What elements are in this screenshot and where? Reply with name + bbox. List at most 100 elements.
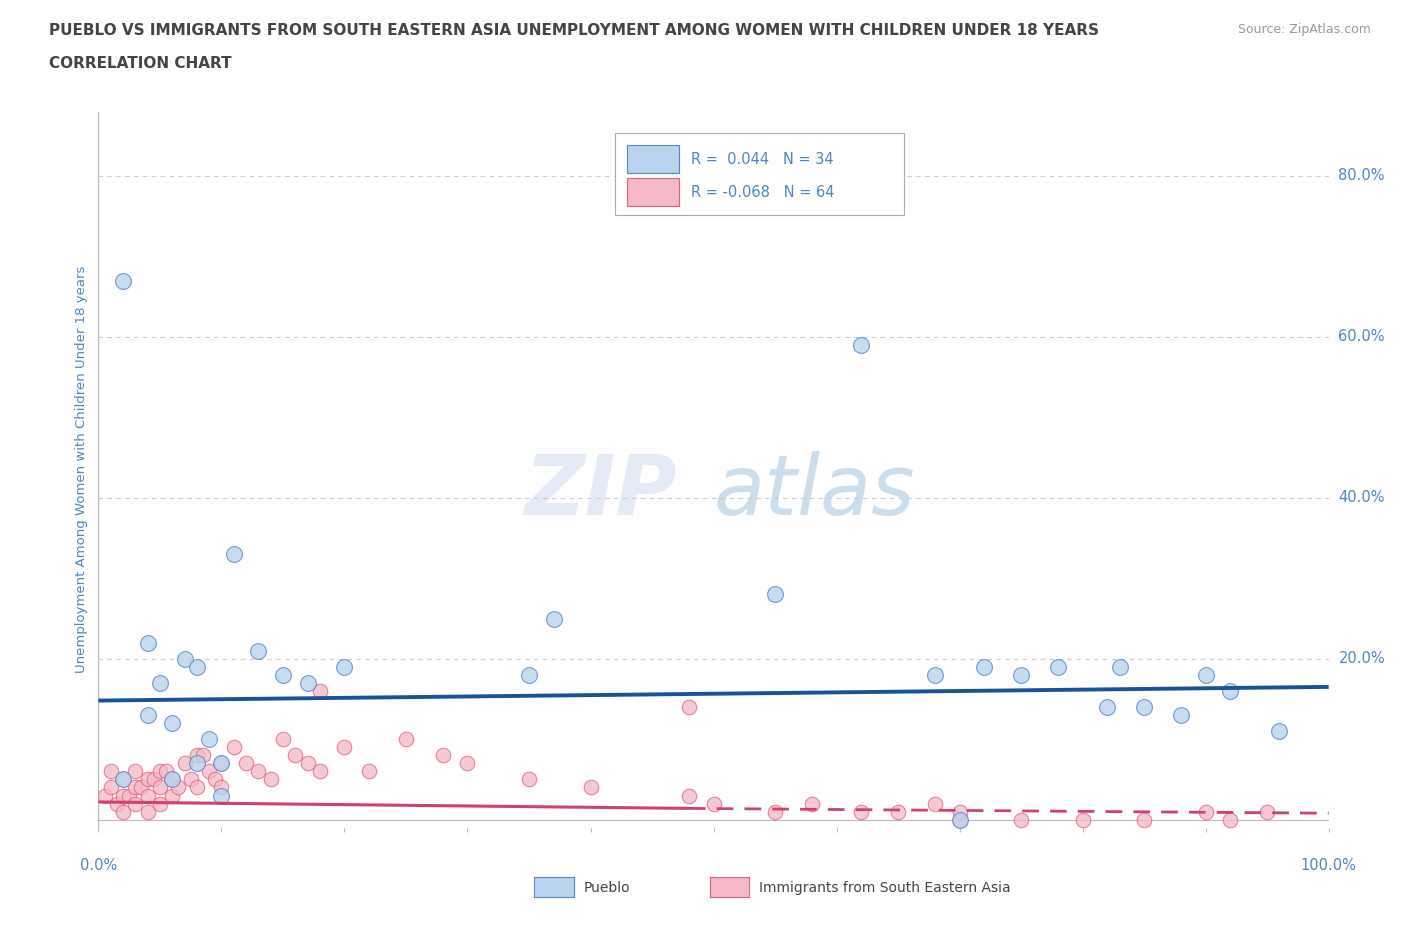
Point [271,732,294,747]
Point [1219,684,1241,698]
Point [136,788,159,803]
Point [1010,812,1032,827]
Point [112,804,135,819]
Point [167,780,190,795]
Point [198,732,221,747]
Point [949,812,972,827]
Point [1108,659,1130,674]
FancyBboxPatch shape [616,133,904,216]
Text: Immigrants from South Eastern Asia: Immigrants from South Eastern Asia [759,881,1011,896]
Point [1195,804,1218,819]
Point [763,587,786,602]
Point [973,659,995,674]
Point [112,772,135,787]
Point [211,788,233,803]
Point [247,764,270,778]
Point [543,611,565,626]
Point [456,756,478,771]
Point [105,796,128,811]
Text: ZIP: ZIP [524,451,676,532]
Point [100,764,122,778]
Point [395,732,418,747]
FancyBboxPatch shape [627,179,679,206]
Point [849,338,872,352]
Point [432,748,454,763]
Point [118,788,141,803]
Point [359,764,381,778]
Point [579,780,602,795]
Point [162,772,183,787]
Point [297,675,319,690]
Point [124,764,146,778]
Point [703,796,725,811]
Point [1219,812,1241,827]
Point [333,659,356,674]
Point [1010,668,1032,683]
Point [191,748,214,763]
Text: 60.0%: 60.0% [1339,329,1385,344]
Point [198,764,221,778]
Text: 100.0%: 100.0% [1301,858,1357,873]
Point [801,796,824,811]
Point [1195,668,1218,683]
Point [180,772,202,787]
Text: 0.0%: 0.0% [80,858,117,873]
Point [309,764,332,778]
Point [136,635,159,650]
Point [235,756,257,771]
Point [136,804,159,819]
Point [297,756,319,771]
Point [186,756,208,771]
Point [1133,699,1156,714]
Text: CORRELATION CHART: CORRELATION CHART [49,56,232,71]
Text: R =  0.044   N = 34: R = 0.044 N = 34 [692,152,834,167]
Point [887,804,910,819]
Point [149,675,172,690]
Point [1097,699,1119,714]
Point [112,273,135,288]
Point [100,780,122,795]
Point [517,772,540,787]
Point [142,772,165,787]
Point [131,780,153,795]
Text: Pueblo: Pueblo [583,881,630,896]
Point [849,804,872,819]
Point [678,788,700,803]
Text: 80.0%: 80.0% [1339,168,1385,183]
Point [949,804,972,819]
Point [260,772,283,787]
Point [924,796,946,811]
Point [149,796,172,811]
Point [162,716,183,731]
Point [149,764,172,778]
Point [211,780,233,795]
Point [222,547,245,562]
Point [284,748,307,763]
Point [186,659,208,674]
Point [247,644,270,658]
Point [924,668,946,683]
Point [211,756,233,771]
Y-axis label: Unemployment Among Women with Children Under 18 years: Unemployment Among Women with Children U… [75,266,89,673]
Point [204,772,226,787]
Point [149,780,172,795]
Point [124,796,146,811]
Point [517,668,540,683]
Point [112,788,135,803]
Point [678,699,700,714]
Point [271,668,294,683]
Point [1071,812,1094,827]
Point [173,651,195,666]
Point [763,804,786,819]
Text: 20.0%: 20.0% [1339,651,1385,666]
Point [173,756,195,771]
Point [1046,659,1070,674]
Point [222,739,245,754]
Point [136,772,159,787]
Point [124,780,146,795]
Point [1268,724,1291,738]
Text: Source: ZipAtlas.com: Source: ZipAtlas.com [1237,23,1371,36]
Point [93,788,115,803]
Point [155,764,177,778]
FancyBboxPatch shape [627,145,679,173]
